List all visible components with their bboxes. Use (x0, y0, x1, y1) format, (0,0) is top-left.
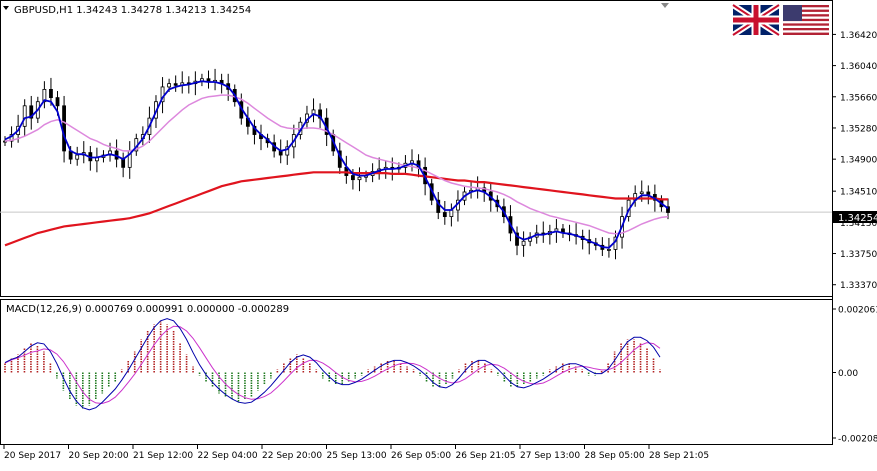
dropdown-triangle-icon[interactable] (661, 3, 669, 8)
candle-body (442, 212, 447, 218)
ma-mid-line (4, 94, 669, 235)
candle-body (607, 249, 611, 251)
candle-body (666, 206, 670, 213)
time-tick-label: 22 Sep 20:00 (262, 451, 322, 461)
candle-body (351, 175, 355, 181)
time-tick-label: 25 Sep 13:00 (327, 451, 387, 461)
axis-labels: 1.36420 1.36040 1.35660 1.35280 1.34900 1.345… (3, 31, 877, 461)
time-tick-label: 26 Sep 21:05 (456, 451, 516, 461)
price-tick-label: 1.35280 (840, 124, 877, 134)
macd-tick-label: 0.00 (838, 369, 858, 379)
candle-body (22, 105, 27, 127)
candle-body (285, 146, 290, 156)
candle-body (62, 105, 66, 152)
price-tick-label: 1.35660 (840, 93, 877, 103)
ma-fast-line (4, 80, 669, 249)
time-tick-label: 26 Sep 05:00 (391, 451, 451, 461)
current-price-label: 1.34254 (838, 213, 877, 224)
macd-chart-layer (4, 318, 661, 411)
time-tick-label: 20 Sep 2017 (4, 451, 61, 461)
macd-main-line (4, 318, 661, 411)
candle-body (639, 191, 644, 195)
candle-body (515, 232, 519, 246)
candle-body (49, 88, 53, 99)
macd-header: MACD(12,26,9) 0.000769 0.000991 0.000000… (6, 304, 289, 315)
candle-body (121, 158, 126, 168)
time-tick-label: 28 Sep 21:05 (649, 451, 709, 461)
us-flag-icon (783, 5, 829, 35)
candle-body (167, 83, 172, 88)
price-panel-frame (0, 0, 833, 297)
candle-body (75, 154, 80, 160)
candle-body (449, 209, 454, 218)
price-tick-label: 1.33370 (840, 281, 877, 291)
macd-signal-line (4, 325, 661, 405)
symbol-header: GBPUSD,H1 1.34243 1.34278 1.34213 1.3425… (14, 5, 251, 16)
candle-body (521, 240, 526, 246)
time-tick-label: 20 Sep 20:00 (69, 451, 129, 461)
macd-tick-label: 0.002061 (838, 306, 877, 316)
candle-body (55, 97, 60, 107)
uk-flag-icon (731, 2, 781, 38)
macd-panel-frame (0, 299, 833, 445)
time-tick-label: 27 Sep 13:00 (520, 451, 580, 461)
symbol-menu-icon[interactable] (3, 6, 9, 10)
time-tick-label: 21 Sep 12:00 (133, 451, 193, 461)
macd-tick-label: -0.002087 (838, 435, 877, 445)
ma-slow-line (4, 171, 668, 247)
price-tick-label: 1.34900 (840, 156, 877, 166)
time-tick-label: 22 Sep 04:00 (198, 451, 258, 461)
price-tick-label: 1.34130 (840, 219, 877, 229)
price-chart-layer (0, 68, 832, 260)
price-tick-label: 1.36040 (840, 62, 877, 72)
time-tick-label: 28 Sep 05:00 (585, 451, 645, 461)
candle-body (436, 199, 441, 213)
price-tick-label: 1.36420 (840, 31, 877, 41)
candle-body (357, 176, 362, 181)
price-tick-label: 1.33750 (840, 250, 877, 260)
candle-body (173, 83, 178, 86)
candle-body (646, 191, 651, 195)
current-price-marker: 1.34254 (833, 211, 877, 224)
price-tick-label: 1.34510 (840, 188, 877, 198)
candle-body (29, 105, 34, 119)
